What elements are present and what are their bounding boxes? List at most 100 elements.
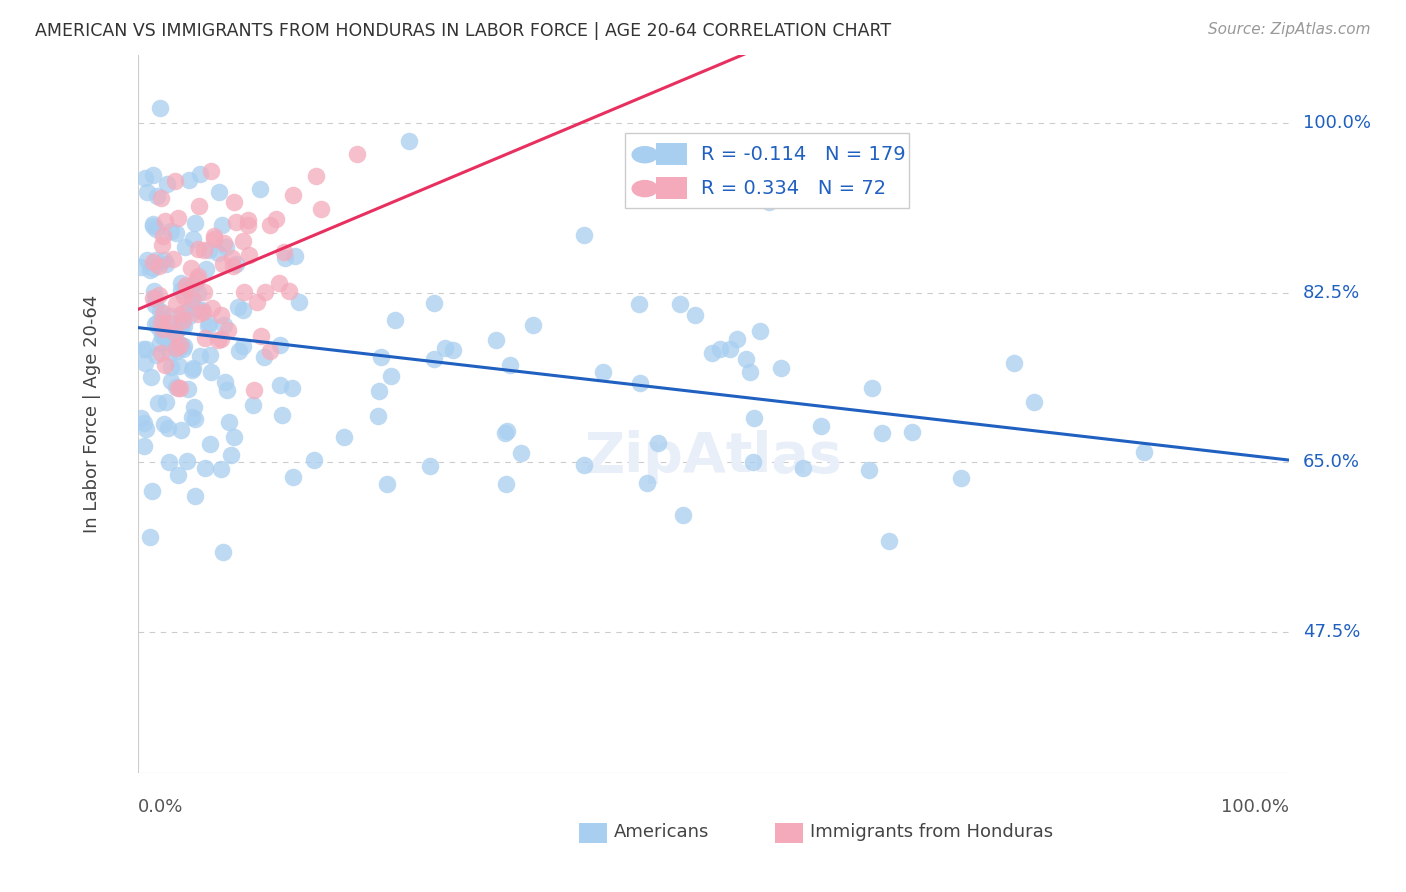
- Point: [159, 359, 181, 374]
- Point: [166, 335, 188, 350]
- Point: [145, 348, 167, 362]
- Point: [194, 461, 217, 475]
- Point: [188, 349, 211, 363]
- Point: [149, 346, 172, 360]
- Point: [683, 308, 706, 322]
- Point: [170, 307, 193, 321]
- Point: [193, 285, 215, 299]
- Point: [135, 185, 157, 199]
- Point: [209, 308, 232, 322]
- Point: [173, 289, 195, 303]
- Point: [176, 282, 198, 296]
- Point: [222, 195, 245, 210]
- Text: 47.5%: 47.5%: [1302, 623, 1360, 641]
- Point: [267, 276, 290, 290]
- Point: [187, 199, 209, 213]
- Point: [232, 235, 254, 249]
- Point: [153, 252, 176, 267]
- Point: [148, 288, 170, 302]
- Point: [173, 304, 195, 318]
- Point: [758, 194, 780, 209]
- Point: [165, 297, 187, 311]
- Point: [141, 483, 163, 498]
- Point: [169, 338, 191, 352]
- Point: [243, 384, 266, 398]
- Point: [494, 425, 516, 440]
- Point: [183, 400, 205, 414]
- Text: 82.5%: 82.5%: [1302, 284, 1360, 301]
- Point: [858, 463, 880, 477]
- Point: [143, 298, 166, 312]
- Text: R = 0.334   N = 72: R = 0.334 N = 72: [702, 179, 886, 198]
- Point: [160, 374, 183, 388]
- Point: [142, 168, 165, 182]
- Point: [211, 545, 233, 559]
- Point: [901, 425, 924, 439]
- Point: [441, 343, 464, 357]
- Point: [166, 381, 188, 395]
- Text: Americans: Americans: [614, 823, 710, 841]
- Point: [141, 370, 163, 384]
- Point: [172, 313, 194, 327]
- Point: [170, 319, 193, 334]
- Point: [193, 304, 215, 318]
- Point: [162, 252, 184, 266]
- Point: [163, 174, 186, 188]
- Point: [134, 171, 156, 186]
- Point: [242, 398, 264, 412]
- Point: [384, 313, 406, 327]
- Point: [181, 361, 204, 376]
- Point: [860, 380, 883, 394]
- Point: [742, 411, 765, 425]
- Point: [333, 430, 356, 444]
- Point: [149, 101, 172, 115]
- Point: [156, 325, 179, 339]
- Point: [278, 284, 301, 298]
- Point: [419, 459, 441, 474]
- Point: [367, 384, 389, 399]
- Point: [135, 342, 157, 356]
- Point: [184, 216, 207, 230]
- Point: [572, 228, 595, 243]
- Point: [146, 189, 169, 203]
- Point: [186, 272, 208, 286]
- Point: [155, 394, 177, 409]
- Point: [180, 293, 202, 307]
- Point: [950, 470, 973, 484]
- Point: [200, 163, 222, 178]
- Point: [212, 257, 235, 271]
- Point: [132, 439, 155, 453]
- Point: [165, 341, 187, 355]
- Point: [222, 430, 245, 444]
- Point: [181, 409, 204, 424]
- Point: [181, 232, 204, 246]
- Point: [233, 285, 256, 300]
- Point: [160, 326, 183, 341]
- Point: [169, 423, 191, 437]
- Point: [211, 218, 233, 232]
- Text: 65.0%: 65.0%: [1302, 453, 1360, 471]
- Point: [148, 321, 170, 335]
- Point: [142, 255, 165, 269]
- Point: [149, 191, 172, 205]
- Point: [167, 320, 190, 334]
- Point: [592, 365, 614, 379]
- Point: [433, 341, 456, 355]
- Point: [187, 243, 209, 257]
- Point: [208, 185, 231, 199]
- Point: [173, 318, 195, 333]
- Point: [212, 235, 235, 250]
- Point: [207, 246, 229, 260]
- Point: [198, 244, 221, 258]
- Point: [259, 344, 281, 359]
- Point: [302, 452, 325, 467]
- Point: [200, 366, 222, 380]
- Text: Source: ZipAtlas.com: Source: ZipAtlas.com: [1208, 22, 1371, 37]
- Point: [1022, 394, 1045, 409]
- Point: [153, 329, 176, 343]
- Point: [225, 214, 247, 228]
- Point: [153, 358, 176, 372]
- Point: [647, 436, 669, 450]
- Point: [166, 467, 188, 482]
- Point: [184, 276, 207, 290]
